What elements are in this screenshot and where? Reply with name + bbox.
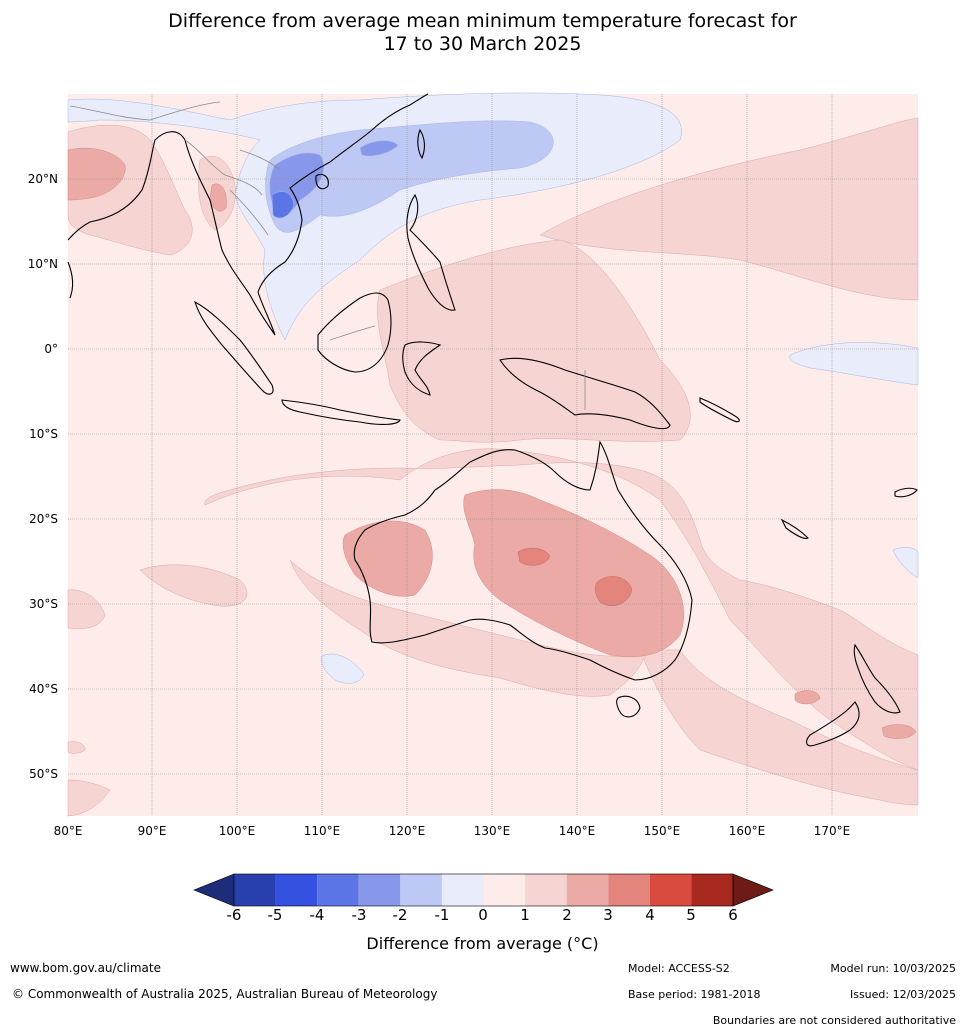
fiji-coastline xyxy=(894,487,918,498)
colorbar-tick: -2 xyxy=(392,906,408,924)
colorbar-label: Difference from average (°C) xyxy=(366,934,599,953)
lon-label-110e: 110°E xyxy=(303,824,341,838)
lat-label-10n: 10°N xyxy=(27,257,58,271)
philippines-coastline xyxy=(406,193,456,311)
colorbar-tick: -5 xyxy=(267,906,283,924)
new-guinea-coastline xyxy=(499,357,671,430)
taiwan-coastline xyxy=(417,128,425,160)
colorbar-swatch xyxy=(234,874,276,906)
colorbar-tick: 3 xyxy=(603,906,613,924)
lon-label-80e: 80°E xyxy=(53,824,83,838)
lat-label-30s: 30°S xyxy=(29,597,58,611)
india-coastline xyxy=(67,261,74,299)
colorbar-swatch xyxy=(358,874,401,906)
lon-label-150e: 150°E xyxy=(643,824,681,838)
borneo-coastline xyxy=(317,292,392,373)
java-coastline xyxy=(281,399,401,425)
colorbar-swatch xyxy=(483,874,526,906)
colorbar-swatch xyxy=(275,874,318,906)
anomaly-2-3-zones xyxy=(67,147,917,739)
lon-label-140e: 140°E xyxy=(558,824,596,838)
graticule xyxy=(68,94,918,816)
disclaimer-text: Boundaries are not considered authoritat… xyxy=(712,1014,956,1027)
colorbar-swatch xyxy=(525,874,567,906)
sumatra-coastline xyxy=(194,300,274,395)
lat-label-10s: 10°S xyxy=(29,427,58,441)
colorbar-swatch xyxy=(317,874,359,906)
country-borders xyxy=(69,101,586,410)
lat-label-40s: 40°S xyxy=(29,682,58,696)
colorbar-swatch xyxy=(441,874,484,906)
lat-label-0: 0° xyxy=(44,342,58,356)
new-zealand-coastline xyxy=(853,643,901,714)
colorbar-tick: 2 xyxy=(562,906,572,924)
map-title: Difference from average mean minimum tem… xyxy=(0,10,965,56)
colorbar-tick: 6 xyxy=(728,906,738,924)
anomaly-1-2-zones xyxy=(67,117,919,817)
colorbar-swatch xyxy=(400,874,442,906)
anomaly-3-4-zones xyxy=(517,547,633,606)
hainan-coastline xyxy=(315,173,329,190)
lon-label-130e: 130°E xyxy=(473,824,511,838)
tasmania-coastline xyxy=(616,695,641,718)
lat-label-20s: 20°S xyxy=(29,512,58,526)
colorbar-swatch xyxy=(649,874,692,906)
base-period-text: Base period: 1981-2018 xyxy=(628,988,761,1001)
colorbar-tick: 5 xyxy=(686,906,696,924)
colorbar-border xyxy=(233,873,734,907)
colorbar-tick: -6 xyxy=(226,906,242,924)
colorbar-tick: -4 xyxy=(309,906,325,924)
lon-label-90e: 90°E xyxy=(137,824,167,838)
issued-text: Issued: 12/03/2025 xyxy=(849,988,956,1001)
model-run-text: Model run: 10/03/2025 xyxy=(830,962,956,975)
colorbar-swatch xyxy=(566,874,609,906)
lon-label-120e: 120°E xyxy=(388,824,426,838)
colorbar xyxy=(193,873,774,907)
anomaly-cool-zones xyxy=(67,92,919,684)
coastlines xyxy=(67,93,918,747)
solomon-islands-coastline xyxy=(699,397,740,423)
lat-label-50s: 50°S xyxy=(29,767,58,781)
lat-label-20n: 20°N xyxy=(27,172,58,186)
lon-label-100e: 100°E xyxy=(218,824,256,838)
colorbar-over-arrow xyxy=(732,873,774,907)
colorbar-under-arrow xyxy=(193,873,235,907)
colorbar-tick: -1 xyxy=(434,906,450,924)
colorbar-tick: 4 xyxy=(645,906,655,924)
colorbar-tick: -3 xyxy=(351,906,367,924)
colorbar-swatch xyxy=(608,874,650,906)
title-line-2: 17 to 30 March 2025 xyxy=(383,33,582,55)
new-zealand-south-coastline xyxy=(806,701,860,747)
asia-coastline xyxy=(67,93,429,336)
sulawesi-coastline xyxy=(402,341,442,396)
title-line-1: Difference from average mean minimum tem… xyxy=(168,10,797,32)
new-caledonia-coastline xyxy=(780,518,809,539)
lon-label-170e: 170°E xyxy=(813,824,851,838)
australia-coastline xyxy=(353,440,693,681)
website-link[interactable]: www.bom.gov.au/climate xyxy=(10,961,161,975)
colorbar-tick: 0 xyxy=(478,906,488,924)
lon-label-160e: 160°E xyxy=(728,824,766,838)
copyright-text: © Commonwealth of Australia 2025, Austra… xyxy=(12,987,438,1001)
colorbar-swatch xyxy=(691,874,733,906)
model-text: Model: ACCESS-S2 xyxy=(628,962,730,975)
colorbar-tick: 1 xyxy=(520,906,530,924)
